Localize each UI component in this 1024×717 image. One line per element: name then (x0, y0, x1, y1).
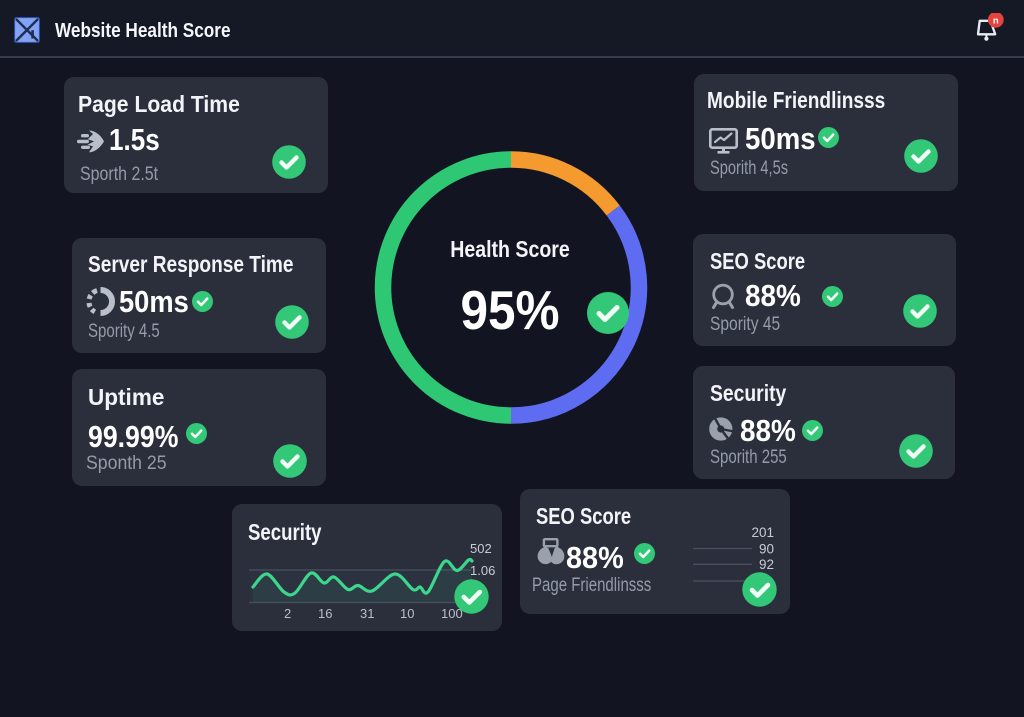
svg-text:201: 201 (751, 525, 774, 540)
svg-text:n: n (993, 15, 999, 26)
svg-text:92: 92 (759, 557, 774, 572)
svg-text:90: 90 (759, 542, 774, 557)
